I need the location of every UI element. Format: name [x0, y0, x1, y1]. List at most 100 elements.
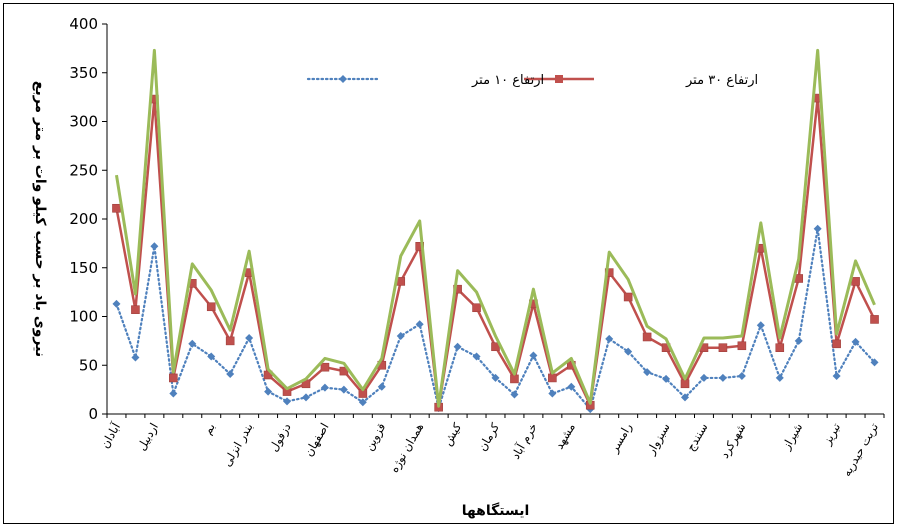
series-line: [114, 48, 876, 408]
y-tick-label: 0: [88, 405, 98, 423]
data-point: [718, 373, 727, 382]
data-point: [681, 393, 690, 402]
x-tick-label: شهرکرد: [717, 421, 749, 462]
data-point: [737, 341, 747, 351]
data-point: [870, 358, 879, 367]
data-point: [453, 342, 462, 351]
data-point: [169, 373, 178, 383]
data-point: [775, 373, 784, 382]
data-point: [188, 339, 197, 348]
chart-frame: 0 50 100 150 200 250 300 350 400 آبادان اردبیل بم ب…: [3, 3, 894, 524]
data-point: [283, 397, 292, 406]
x-tick-label: سبزوار: [643, 421, 673, 459]
x-tick-label: تبریز: [819, 421, 844, 449]
x-tick-label: همدان نوژه: [387, 421, 427, 476]
data-point: [548, 373, 557, 383]
y-axis: 0 50 100 150 200 250 300 350 400: [69, 15, 108, 423]
data-point: [112, 203, 121, 213]
data-point: [605, 334, 614, 343]
y-tick-label: 100: [69, 308, 98, 326]
data-point: [529, 351, 538, 360]
x-tick-label: بندر انزلی: [220, 421, 257, 470]
data-point: [320, 362, 330, 372]
x-tick-label: کرمان: [475, 420, 503, 454]
data-point: [567, 382, 576, 391]
series-layer: [112, 48, 879, 414]
data-point: [832, 339, 841, 349]
data-point: [358, 398, 367, 407]
x-tick-label: شیراز: [779, 421, 807, 454]
series-2: [112, 93, 879, 412]
y-axis-title: نیروی باد بر حسب کیلو وات بر متر مربع: [32, 81, 48, 357]
x-tick-label: بم: [200, 421, 218, 437]
y-tick-label: 50: [79, 356, 98, 374]
data-point: [206, 302, 216, 312]
y-tick-label: 400: [69, 15, 98, 33]
data-point: [680, 379, 690, 389]
y-tick-label: 300: [69, 113, 98, 131]
data-point: [642, 332, 652, 342]
data-point: [662, 374, 671, 383]
y-tick-label: 200: [69, 210, 98, 228]
data-point: [225, 336, 235, 346]
legend-item: ارتفاع ۳۰ متر: [524, 73, 758, 88]
data-point: [491, 373, 500, 382]
data-point: [510, 374, 519, 384]
series-1: [112, 224, 879, 414]
data-point: [226, 370, 235, 379]
x-tick-label: اصفهان: [301, 421, 331, 459]
data-point: [131, 353, 140, 362]
x-tick-label: رامسر: [606, 421, 635, 457]
legend-label: ارتفاع ۳۰ متر: [685, 73, 758, 88]
y-tick-label: 250: [69, 161, 98, 179]
data-point: [624, 347, 633, 356]
data-point: [623, 292, 633, 302]
x-tick-label: قزوین: [362, 421, 390, 454]
x-tick-label: مشهد: [552, 421, 578, 452]
x-tick-label: تربت حیدریه: [839, 421, 882, 480]
series-3: [114, 48, 876, 408]
data-point: [472, 303, 481, 313]
x-tick-label: دزفول: [266, 421, 294, 455]
data-point: [510, 390, 519, 399]
data-point: [851, 277, 860, 286]
data-point: [264, 387, 273, 396]
data-point: [813, 224, 822, 233]
x-tick-label: آبادان: [98, 420, 124, 451]
data-point: [643, 368, 652, 377]
data-point: [131, 305, 140, 314]
y-tick-label: 350: [69, 64, 98, 82]
x-tick-label: خرم آباد: [508, 421, 541, 463]
data-point: [396, 332, 405, 340]
legend-marker: [555, 75, 563, 83]
x-tick-label: سنندج: [683, 421, 710, 454]
data-point: [301, 393, 310, 402]
x-tick-label: کیش: [440, 420, 465, 448]
data-point: [415, 320, 424, 329]
x-axis-title: ایستگاهها: [462, 502, 530, 519]
data-point: [112, 299, 121, 308]
data-point: [699, 373, 708, 382]
data-point: [832, 371, 841, 380]
data-point: [775, 343, 785, 353]
data-point: [870, 315, 879, 324]
data-point: [169, 389, 178, 398]
legend-item: ارتفاع ۱۰ متر: [306, 73, 544, 88]
data-point: [339, 385, 348, 394]
series-line: [115, 96, 876, 409]
data-point: [756, 321, 765, 330]
legend: ارتفاع ۳۰ متر ارتفاع ۱۰ متر: [306, 73, 758, 88]
data-point: [737, 371, 746, 380]
data-point: [472, 352, 481, 361]
legend-label: ارتفاع ۱۰ متر: [471, 73, 544, 88]
legend-marker: [339, 75, 347, 83]
y-tick-label: 150: [69, 259, 98, 277]
x-tick-label: اردبیل: [134, 421, 162, 454]
data-point: [718, 343, 728, 353]
data-point: [245, 333, 254, 342]
data-point: [548, 389, 557, 398]
data-point: [150, 242, 159, 251]
line-chart: 0 50 100 150 200 250 300 350 400 آبادان اردبیل بم ب…: [32, 15, 885, 519]
series-line: [115, 227, 876, 411]
data-point: [377, 382, 386, 391]
